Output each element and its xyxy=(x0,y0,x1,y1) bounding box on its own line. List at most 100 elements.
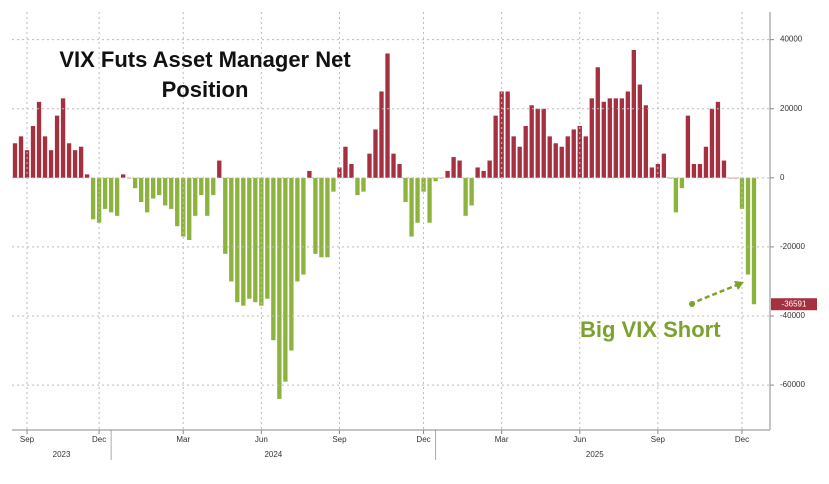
bar xyxy=(673,177,679,213)
bar xyxy=(577,126,582,178)
bar xyxy=(66,143,72,178)
bar xyxy=(12,143,18,178)
bar xyxy=(259,177,264,306)
bar xyxy=(391,153,396,178)
bar xyxy=(583,136,588,178)
bar xyxy=(60,98,66,178)
bar xyxy=(133,177,138,189)
bar xyxy=(451,157,456,178)
bar xyxy=(139,177,144,202)
bar xyxy=(655,164,661,178)
bar xyxy=(709,108,715,178)
bar xyxy=(367,153,372,178)
bar xyxy=(499,91,504,178)
bar xyxy=(637,84,643,178)
bar xyxy=(211,177,216,196)
bar xyxy=(30,126,36,178)
bar xyxy=(487,160,492,178)
bar xyxy=(253,177,258,303)
bar xyxy=(463,177,468,216)
last-value-label: -36591 xyxy=(782,299,807,308)
bar xyxy=(667,177,673,179)
bar xyxy=(691,164,697,178)
bar xyxy=(643,105,649,178)
year-label: 2024 xyxy=(264,450,282,459)
bar xyxy=(151,177,156,199)
bar xyxy=(223,177,228,254)
bar xyxy=(535,108,540,178)
bar xyxy=(427,177,432,223)
bar xyxy=(589,98,594,178)
bar xyxy=(385,53,390,178)
bar xyxy=(397,164,402,178)
x-tick-label: Jun xyxy=(255,435,268,444)
bar xyxy=(217,160,222,178)
bar xyxy=(553,143,558,178)
bar xyxy=(421,177,426,192)
bar xyxy=(571,129,576,178)
bar xyxy=(403,177,408,202)
y-tick-label: 20000 xyxy=(780,104,803,113)
bar xyxy=(607,98,612,178)
bar xyxy=(187,177,192,240)
bar xyxy=(685,115,691,178)
bar xyxy=(373,129,378,178)
y-tick-label: 40000 xyxy=(780,35,803,44)
bar xyxy=(457,160,462,178)
bar xyxy=(126,177,132,179)
bar xyxy=(493,115,498,178)
bar xyxy=(565,136,570,178)
bar xyxy=(547,136,552,178)
bar xyxy=(169,177,174,209)
bar xyxy=(361,177,366,192)
bar xyxy=(120,174,126,178)
bar xyxy=(18,136,24,178)
bar xyxy=(475,167,480,178)
bar xyxy=(661,153,667,178)
bar xyxy=(343,146,348,178)
bar xyxy=(349,164,354,178)
x-tick-label: Sep xyxy=(651,435,666,444)
bar xyxy=(72,150,78,178)
bar xyxy=(241,177,246,306)
arrow-tail xyxy=(689,301,695,307)
bar xyxy=(601,101,606,178)
bar xyxy=(114,177,120,216)
x-tick-label: Dec xyxy=(416,435,430,444)
year-label: 2023 xyxy=(53,450,71,459)
bar xyxy=(78,146,84,178)
bar xyxy=(199,177,204,196)
bar xyxy=(727,177,733,179)
bar xyxy=(271,177,276,341)
bar xyxy=(649,167,655,178)
bar xyxy=(102,177,108,209)
y-tick-label: 0 xyxy=(780,173,785,182)
bar xyxy=(24,150,30,178)
bar xyxy=(703,146,709,178)
x-tick-label: Mar xyxy=(176,435,190,444)
bar xyxy=(433,177,438,182)
bar xyxy=(42,136,48,178)
chart-title: VIX Futs Asset Manager Net Position xyxy=(59,47,351,102)
bar xyxy=(319,177,324,258)
bar xyxy=(415,177,420,223)
bar xyxy=(751,177,757,305)
annotation: Big VIX Short xyxy=(580,317,721,342)
bar xyxy=(733,177,739,179)
bar xyxy=(277,177,282,399)
bar xyxy=(247,177,252,299)
bar xyxy=(559,146,564,178)
bar xyxy=(289,177,294,351)
bar xyxy=(379,91,384,178)
bar xyxy=(96,177,102,223)
bar xyxy=(331,177,336,192)
bar xyxy=(163,177,168,206)
bar xyxy=(90,177,96,220)
bar xyxy=(445,170,450,178)
bar xyxy=(229,177,234,282)
bar xyxy=(523,126,528,178)
x-tick-label: Sep xyxy=(20,435,35,444)
bar xyxy=(439,177,444,179)
